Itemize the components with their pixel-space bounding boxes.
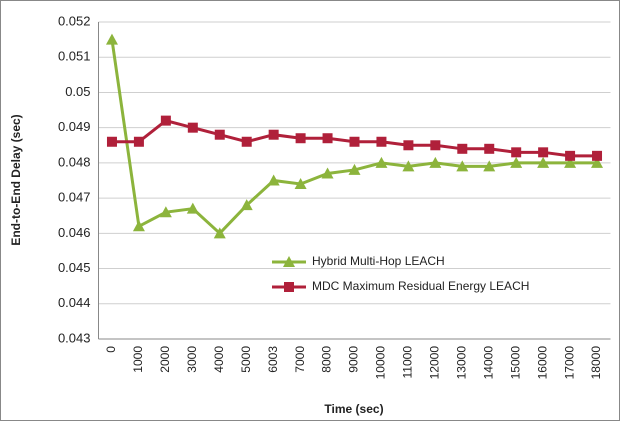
point-marker bbox=[564, 156, 577, 168]
point-marker bbox=[457, 143, 468, 154]
point-marker bbox=[284, 282, 294, 292]
y-tick-label: 0.044 bbox=[58, 295, 91, 310]
point-marker bbox=[294, 178, 307, 190]
x-tick-label: 1000 bbox=[131, 346, 145, 373]
point-marker bbox=[213, 227, 226, 239]
point-marker bbox=[214, 129, 225, 140]
x-tick-label: 17000 bbox=[562, 346, 576, 380]
x-tick-label: 15000 bbox=[508, 346, 522, 380]
y-tick-label: 0.045 bbox=[58, 260, 91, 275]
y-tick-label: 0.048 bbox=[58, 154, 91, 169]
point-marker bbox=[267, 174, 280, 186]
y-tick-label: 0.046 bbox=[58, 225, 91, 240]
y-tick-label: 0.051 bbox=[58, 49, 91, 64]
point-marker bbox=[159, 206, 172, 218]
point-marker bbox=[511, 147, 522, 158]
point-marker bbox=[295, 133, 306, 144]
point-marker bbox=[456, 160, 469, 172]
x-tick-label: 18000 bbox=[589, 346, 603, 380]
x-tick-label: 0 bbox=[104, 346, 118, 353]
x-tick-label: 16000 bbox=[535, 346, 549, 380]
point-marker bbox=[592, 150, 603, 161]
point-marker bbox=[484, 143, 495, 154]
point-marker bbox=[591, 156, 604, 168]
point-marker bbox=[321, 167, 334, 179]
point-marker bbox=[105, 33, 118, 45]
y-axis-label: End-to-End Delay (sec) bbox=[9, 114, 23, 245]
point-marker bbox=[187, 122, 198, 133]
point-marker bbox=[510, 156, 523, 168]
point-marker bbox=[241, 136, 252, 147]
x-tick-label: 8000 bbox=[320, 346, 334, 373]
x-tick-label: 10000 bbox=[374, 346, 388, 380]
point-marker bbox=[283, 256, 295, 267]
point-marker bbox=[348, 163, 361, 175]
point-marker bbox=[268, 129, 279, 140]
point-marker bbox=[106, 136, 117, 147]
point-marker bbox=[565, 150, 576, 161]
point-marker bbox=[429, 156, 442, 168]
point-marker bbox=[349, 136, 360, 147]
legend-label: MDC Maximum Residual Energy LEACH bbox=[312, 279, 529, 293]
point-marker bbox=[322, 133, 333, 144]
point-marker bbox=[240, 199, 253, 211]
y-tick-label: 0.05 bbox=[65, 84, 90, 99]
x-tick-label: 2000 bbox=[158, 346, 172, 373]
point-marker bbox=[375, 156, 388, 168]
y-tick-label: 0.052 bbox=[58, 13, 91, 28]
point-marker bbox=[132, 220, 145, 232]
y-tick-label: 0.049 bbox=[58, 119, 91, 134]
x-tick-label: 3000 bbox=[185, 346, 199, 373]
point-marker bbox=[483, 160, 496, 172]
point-marker bbox=[403, 140, 414, 151]
x-tick-label: 5000 bbox=[239, 346, 253, 373]
x-tick-label: 9000 bbox=[347, 346, 361, 373]
point-marker bbox=[133, 136, 144, 147]
x-tick-label: 7000 bbox=[293, 346, 307, 373]
x-tick-label: 14000 bbox=[481, 346, 495, 380]
point-marker bbox=[160, 115, 171, 126]
x-tick-label: 12000 bbox=[428, 346, 442, 380]
x-tick-label: 6003 bbox=[266, 346, 280, 373]
x-tick-label: 13000 bbox=[454, 346, 468, 380]
point-marker bbox=[538, 147, 549, 158]
point-marker bbox=[376, 136, 387, 147]
point-marker bbox=[402, 160, 415, 172]
y-tick-label: 0.047 bbox=[58, 190, 91, 205]
point-marker bbox=[537, 156, 550, 168]
point-marker bbox=[186, 202, 199, 214]
y-tick-label: 0.043 bbox=[58, 330, 91, 345]
x-axis-label: Time (sec) bbox=[324, 402, 383, 416]
legend-label: Hybrid Multi-Hop LEACH bbox=[312, 254, 445, 268]
point-marker bbox=[430, 140, 441, 151]
x-tick-label: 4000 bbox=[212, 346, 226, 373]
x-tick-label: 11000 bbox=[401, 346, 415, 379]
